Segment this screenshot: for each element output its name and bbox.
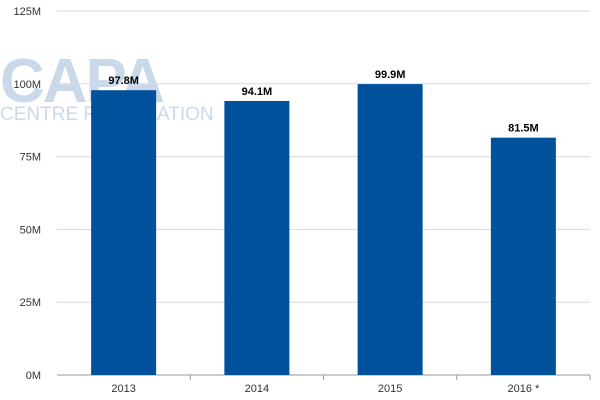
y-tick-label: 100M (13, 79, 41, 91)
y-tick-label: 25M (20, 297, 41, 309)
y-tick-label: 50M (20, 224, 41, 236)
y-tick-label: 125M (13, 6, 41, 18)
data-labels: 97.8M 94.1M 99.9M 81.5M (108, 69, 538, 135)
bars (91, 84, 556, 376)
y-axis-ticks: 0M 25M 50M 75M 100M 125M (13, 6, 41, 382)
y-tick-label: 75M (20, 152, 41, 164)
data-label: 99.9M (375, 69, 406, 81)
x-tick-label: 2014 (245, 383, 269, 395)
y-tick-label: 0M (26, 370, 41, 382)
bar (357, 84, 423, 376)
bar (91, 90, 157, 376)
bar (490, 137, 556, 375)
x-tick-label: 2016 * (507, 383, 540, 395)
x-tick-label: 2015 (378, 383, 402, 395)
data-label: 97.8M (108, 75, 139, 87)
x-axis-ticks: 2013 2014 2015 2016 * (111, 375, 591, 395)
bar (224, 100, 290, 375)
data-label: 81.5M (508, 123, 539, 135)
data-label: 94.1M (242, 86, 273, 98)
x-tick-label: 2013 (111, 383, 135, 395)
